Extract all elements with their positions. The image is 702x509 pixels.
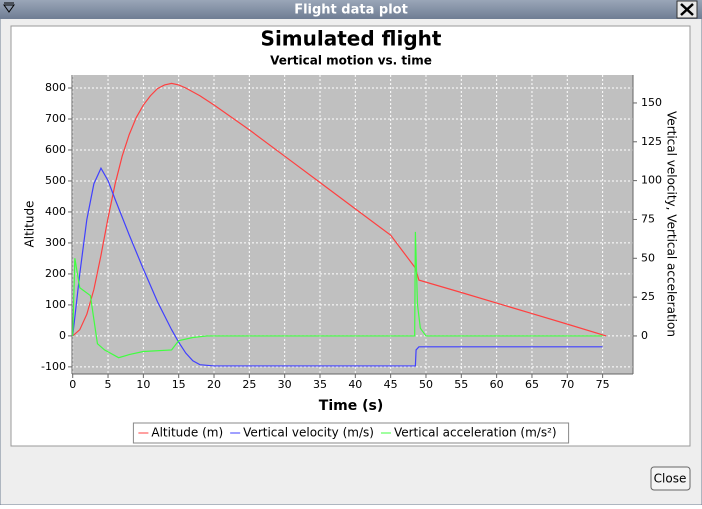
y2-tick-label: 50: [641, 251, 655, 264]
x-tick-label: 70: [560, 378, 574, 391]
y-tick-label: 400: [45, 205, 66, 218]
x-tick-label: 30: [278, 378, 292, 391]
legend-label: Vertical velocity (m/s): [243, 426, 374, 440]
y-tick-label: 700: [45, 112, 66, 125]
x-tick-label: 45: [384, 378, 398, 391]
legend-box: [132, 422, 570, 444]
y-axis-label: Altitude: [23, 201, 37, 248]
y2-tick-label: 0: [641, 329, 648, 342]
close-button-label: Close: [654, 472, 687, 486]
x-tick-label: 50: [419, 378, 433, 391]
y-tick-label: 300: [45, 236, 66, 249]
x-tick-label: 35: [313, 378, 327, 391]
y-tick-label: 100: [45, 298, 66, 311]
legend-label: Altitude (m): [151, 426, 223, 440]
y2-tick-label: 100: [641, 174, 662, 187]
x-tick-label: 0: [69, 378, 76, 391]
y-tick-label: 500: [45, 174, 66, 187]
window-title: Flight data plot: [294, 3, 408, 18]
y2-tick-label: 125: [641, 135, 662, 148]
x-tick-label: 20: [207, 378, 221, 391]
chart-subtitle: Vertical motion vs. time: [270, 54, 432, 68]
window-menu-icon[interactable]: [3, 2, 15, 13]
legend-label: Vertical acceleration (m/s²): [394, 426, 557, 440]
x-tick-label: 40: [348, 378, 362, 391]
x-tick-label: 65: [525, 378, 539, 391]
y-tick-label: 0: [59, 329, 66, 342]
series-line: [72, 82, 607, 337]
y-tick-label: 200: [45, 267, 66, 280]
plot-area: [72, 75, 633, 374]
y2-tick-label: 75: [641, 212, 655, 225]
series-line: [72, 231, 603, 359]
x-axis-label: Time (s): [319, 398, 383, 414]
x-tick-label: 10: [136, 378, 150, 391]
y-tick-label: 600: [45, 143, 66, 156]
x-tick-label: 5: [105, 378, 112, 391]
x-tick-label: 25: [242, 378, 256, 391]
x-tick-label: 60: [490, 378, 504, 391]
y2-tick-label: 25: [641, 290, 655, 303]
x-tick-label: 15: [172, 378, 186, 391]
x-tick-label: 75: [596, 378, 610, 391]
y2-axis-label: Vertical velocity, Vertical acceleration: [665, 111, 679, 337]
y-tick-label: -100: [41, 360, 66, 373]
x-tick-label: 55: [454, 378, 468, 391]
y-tick-label: 800: [45, 81, 66, 94]
series-line: [72, 166, 603, 367]
close-button[interactable]: [650, 466, 691, 491]
title-bar: [0, 0, 702, 19]
legend: Altitude (m) Vertical velocity (m/s) Verti…: [132, 422, 570, 444]
y2-tick-label: 150: [641, 96, 662, 109]
close-icon: [680, 3, 694, 16]
chart-title: Simulated flight: [261, 27, 442, 51]
